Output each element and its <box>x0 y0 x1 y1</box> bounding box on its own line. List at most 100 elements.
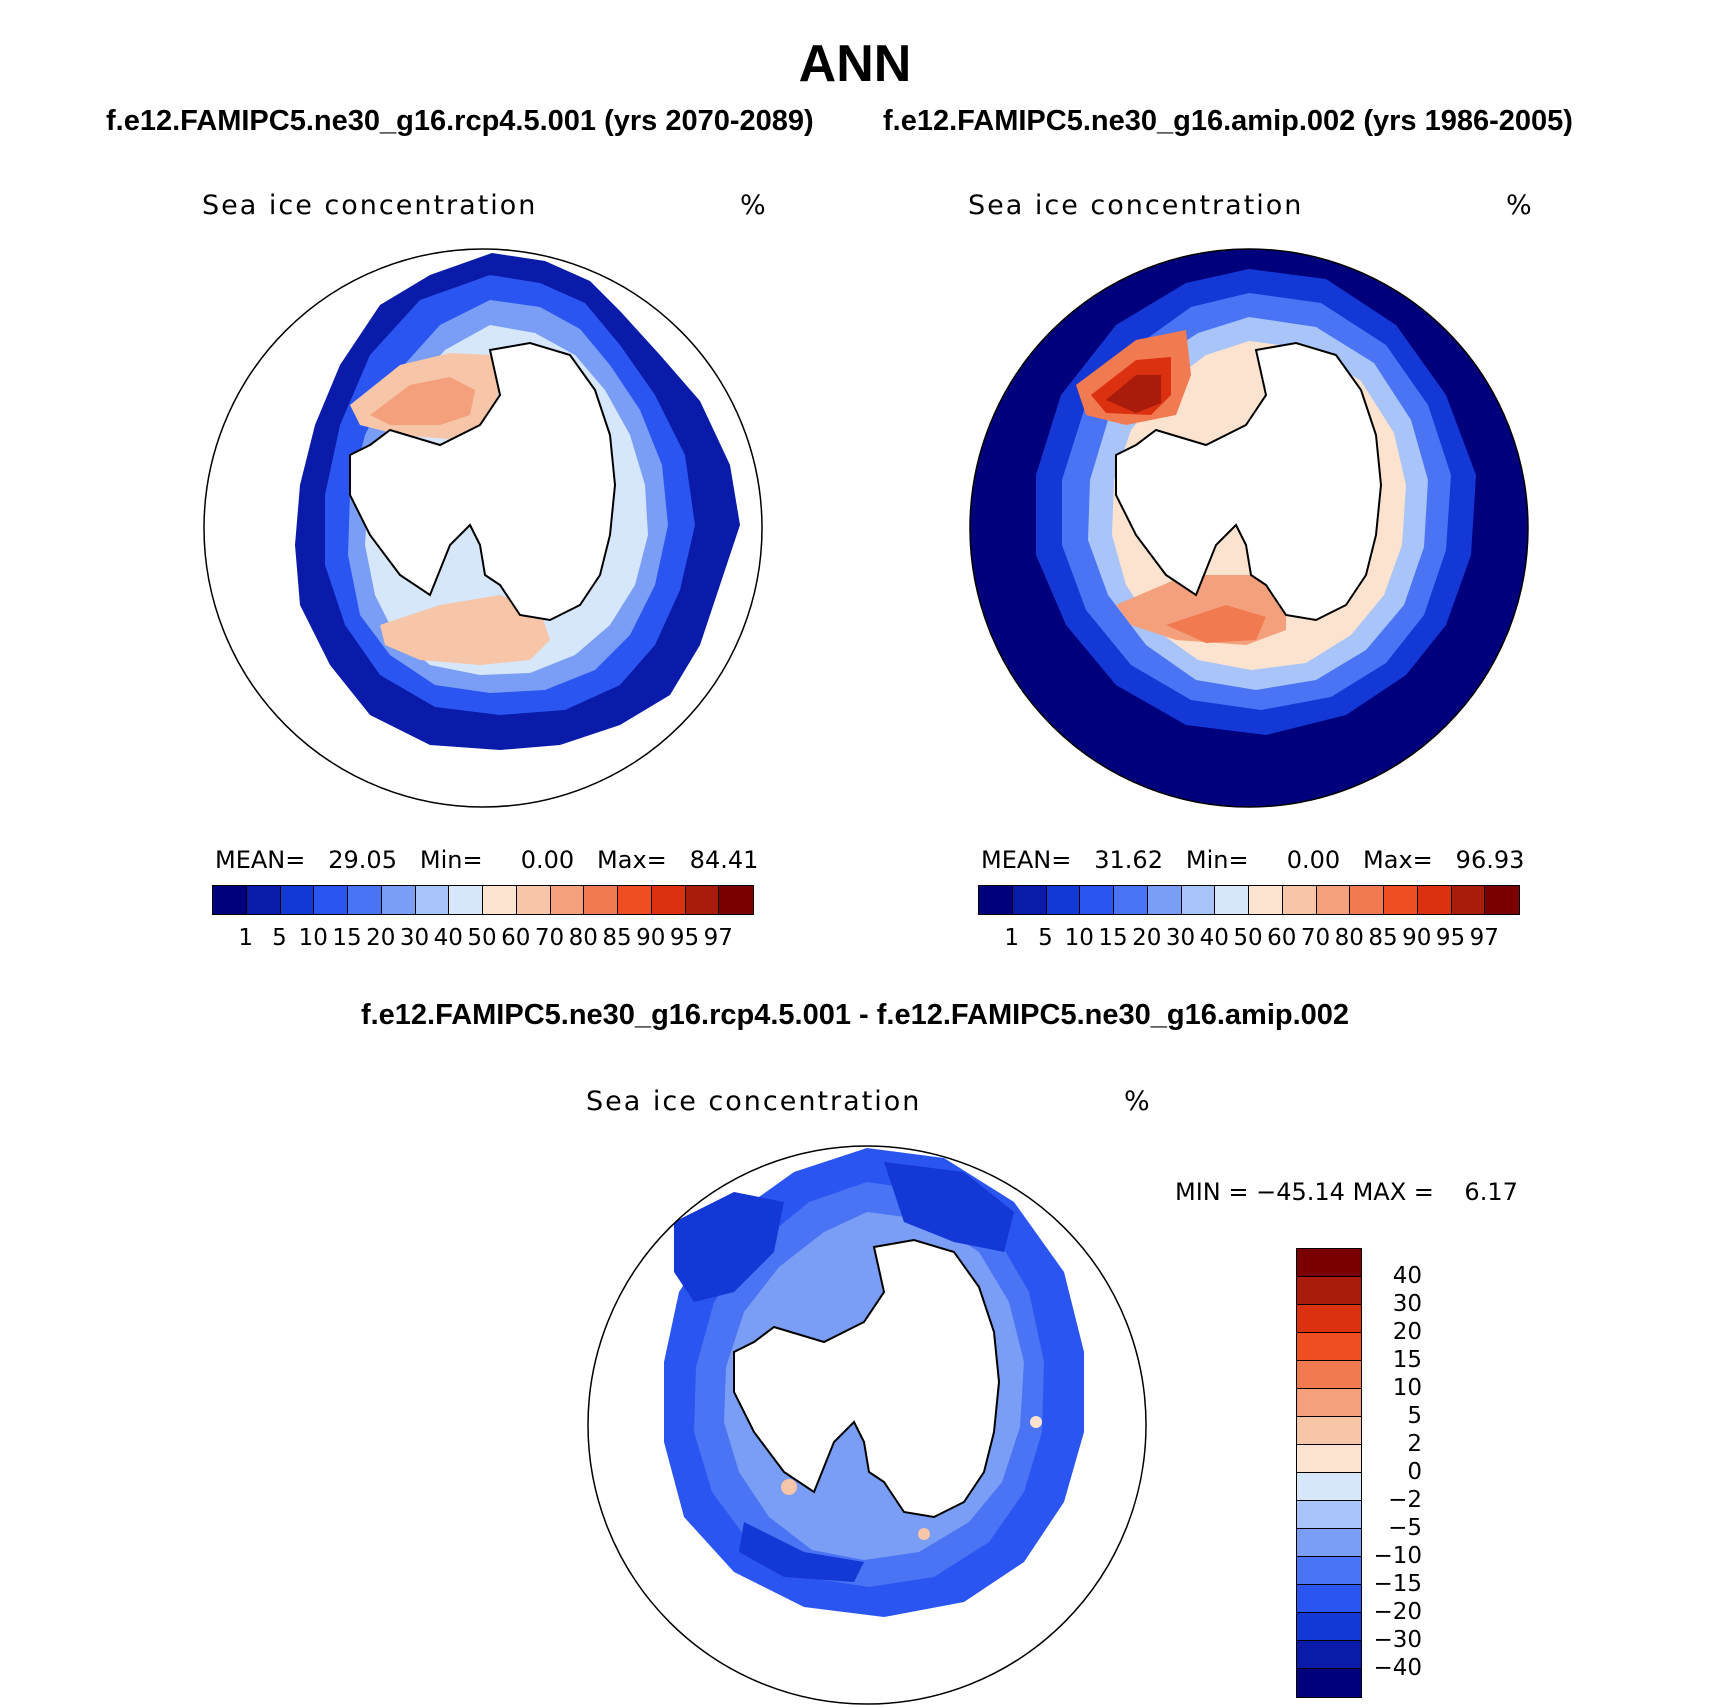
colorbar2-tick-label: 95 <box>1435 925 1466 951</box>
diff-colorbar-color-box <box>1297 1613 1361 1641</box>
colorbar2-color-box <box>1316 886 1351 914</box>
colorbar2-color-box <box>1012 886 1047 914</box>
colorbar-difference <box>1296 1248 1362 1698</box>
colorbar2-color-box <box>1114 886 1148 914</box>
colorbar2-tick-label: 10 <box>1064 925 1094 951</box>
colorbar1-color-box <box>651 886 686 914</box>
colorbar2-color-box <box>1451 886 1486 914</box>
colorbar1-color-box <box>483 886 517 914</box>
panel2-variable: Sea ice concentration <box>968 190 1304 221</box>
map-panel-2 <box>969 248 1529 808</box>
colorbar1-tick-label: 85 <box>602 925 632 951</box>
diff-colorbar-tick-label: 40 <box>1392 1263 1422 1289</box>
colorbar2-tick-label: 60 <box>1267 925 1297 951</box>
diff-colorbar-tick-label: 5 <box>1407 1403 1422 1429</box>
colorbar1-color-box <box>348 886 382 914</box>
map-panel-1 <box>203 248 763 808</box>
colorbar-panel-2 <box>978 885 1520 915</box>
colorbar2-tick-label: 90 <box>1402 925 1432 951</box>
colorbar-ticks-panel-2: 1 5 10 15 20 30 40 50 60 70 80 85 90 95 97 <box>978 925 1518 953</box>
colorbar1-tick-label: 40 <box>433 925 463 951</box>
colorbar1-color-box <box>213 886 247 914</box>
diff-colorbar-tick-label: −2 <box>1388 1487 1422 1513</box>
colorbar1-color-box <box>618 886 652 914</box>
diff-colorbar-tick-label: 10 <box>1392 1375 1422 1401</box>
colorbar1-tick-label: 50 <box>467 925 497 951</box>
diff-colorbar-color-box <box>1297 1585 1361 1613</box>
colorbar1-color-box <box>381 886 416 914</box>
panel3-min-label: MIN = <box>1175 1178 1249 1206</box>
colorbar2-color-box <box>1417 886 1452 914</box>
panel2-mean-label: MEAN= <box>981 846 1072 874</box>
diff-colorbar-tick-label: 0 <box>1407 1459 1422 1485</box>
colorbar1-color-box <box>280 886 315 914</box>
colorbar1-tick-label: 30 <box>399 925 430 951</box>
colorbar2-tick-label: 70 <box>1300 925 1331 951</box>
left-panel-subtitle: f.e12.FAMIPC5.ne30_g16.rcp4.5.001 (yrs 2… <box>106 105 814 137</box>
colorbar1-tick-label: 95 <box>669 925 700 951</box>
panel3-units: % <box>1124 1086 1152 1117</box>
diff-colorbar-color-box <box>1297 1249 1361 1277</box>
diff-colorbar-tick-label: 15 <box>1392 1347 1422 1373</box>
panel2-mean-value: 31.62 <box>1094 846 1163 874</box>
colorbar2-color-box <box>1384 886 1418 914</box>
colorbar2-color-box <box>1080 886 1114 914</box>
diff-colorbar-tick-label: −30 <box>1373 1627 1422 1653</box>
colorbar2-tick-label: 50 <box>1233 925 1263 951</box>
panel2-min-value: 0.00 <box>1286 846 1341 874</box>
colorbar2-tick-label: 30 <box>1165 925 1196 951</box>
colorbar1-color-box <box>685 886 720 914</box>
panel1-units: % <box>740 190 768 221</box>
panel2-units: % <box>1506 190 1534 221</box>
right-panel-subtitle: f.e12.FAMIPC5.ne30_g16.amip.002 (yrs 198… <box>883 105 1573 137</box>
colorbar1-color-box <box>449 886 483 914</box>
panel3-variable: Sea ice concentration <box>586 1086 922 1117</box>
panel2-stats: MEAN= 31.62 Min= 0.00 Max= 96.93 <box>981 846 1524 874</box>
colorbar2-tick-label: 5 <box>1038 925 1053 951</box>
colorbar-ticks-difference: 40 30 20 15 10 5 2 0 −2 −5 −10 −15 −20 −30 −40 <box>1366 1248 1422 1696</box>
colorbar2-tick-label: 97 <box>1469 925 1499 951</box>
colorbar1-tick-label: 20 <box>366 925 396 951</box>
panel3-min-value: −45.14 <box>1256 1178 1345 1206</box>
diff-colorbar-tick-label: −5 <box>1388 1515 1422 1541</box>
diff-colorbar-color-box <box>1297 1641 1361 1669</box>
diff-colorbar-tick-label: −15 <box>1373 1571 1422 1597</box>
diff-colorbar-tick-label: −40 <box>1373 1655 1422 1681</box>
diff-colorbar-color-box <box>1297 1669 1361 1697</box>
diff-colorbar-tick-label: 30 <box>1392 1291 1422 1317</box>
colorbar2-tick-label: 20 <box>1132 925 1162 951</box>
diff-colorbar-color-box <box>1297 1501 1361 1529</box>
colorbar2-color-box <box>979 886 1013 914</box>
colorbar2-tick-label: 80 <box>1334 925 1364 951</box>
colorbar1-color-box <box>719 886 753 914</box>
colorbar2-color-box <box>1485 886 1519 914</box>
colorbar1-tick-label: 97 <box>703 925 733 951</box>
panel1-variable: Sea ice concentration <box>202 190 538 221</box>
colorbar-panel-1 <box>212 885 754 915</box>
colorbar-ticks-panel-1: 1 5 10 15 20 30 40 50 60 70 80 85 90 95 97 <box>212 925 752 953</box>
colorbar2-tick-label: 85 <box>1368 925 1398 951</box>
diff-colorbar-tick-label: −20 <box>1373 1599 1422 1625</box>
colorbar2-color-box <box>1046 886 1081 914</box>
colorbar2-color-box <box>1282 886 1317 914</box>
panel3-stats: MIN = −45.14 MAX = 6.17 <box>1175 1178 1518 1206</box>
diff-colorbar-color-box <box>1297 1361 1361 1389</box>
colorbar1-color-box <box>550 886 585 914</box>
colorbar1-tick-label: 60 <box>501 925 531 951</box>
colorbar2-tick-label: 1 <box>1004 925 1020 951</box>
colorbar1-tick-label: 90 <box>636 925 666 951</box>
panel1-max-value: 84.41 <box>689 846 759 874</box>
panel1-max-label: Max= <box>597 846 667 874</box>
colorbar2-color-box <box>1215 886 1249 914</box>
panel2-max-label: Max= <box>1363 846 1433 874</box>
colorbar1-color-box <box>415 886 450 914</box>
panel3-max-label: MAX = <box>1352 1178 1434 1206</box>
colorbar1-color-box <box>584 886 618 914</box>
panel1-stats: MEAN= 29.05 Min= 0.00 Max= 84.41 <box>215 846 758 874</box>
colorbar1-tick-label: 5 <box>272 925 287 951</box>
diff-colorbar-color-box <box>1297 1445 1361 1473</box>
panel3-max-value: 6.17 <box>1464 1178 1518 1206</box>
colorbar1-tick-label: 70 <box>534 925 565 951</box>
diff-colorbar-color-box <box>1297 1557 1361 1585</box>
colorbar2-color-box <box>1249 886 1283 914</box>
